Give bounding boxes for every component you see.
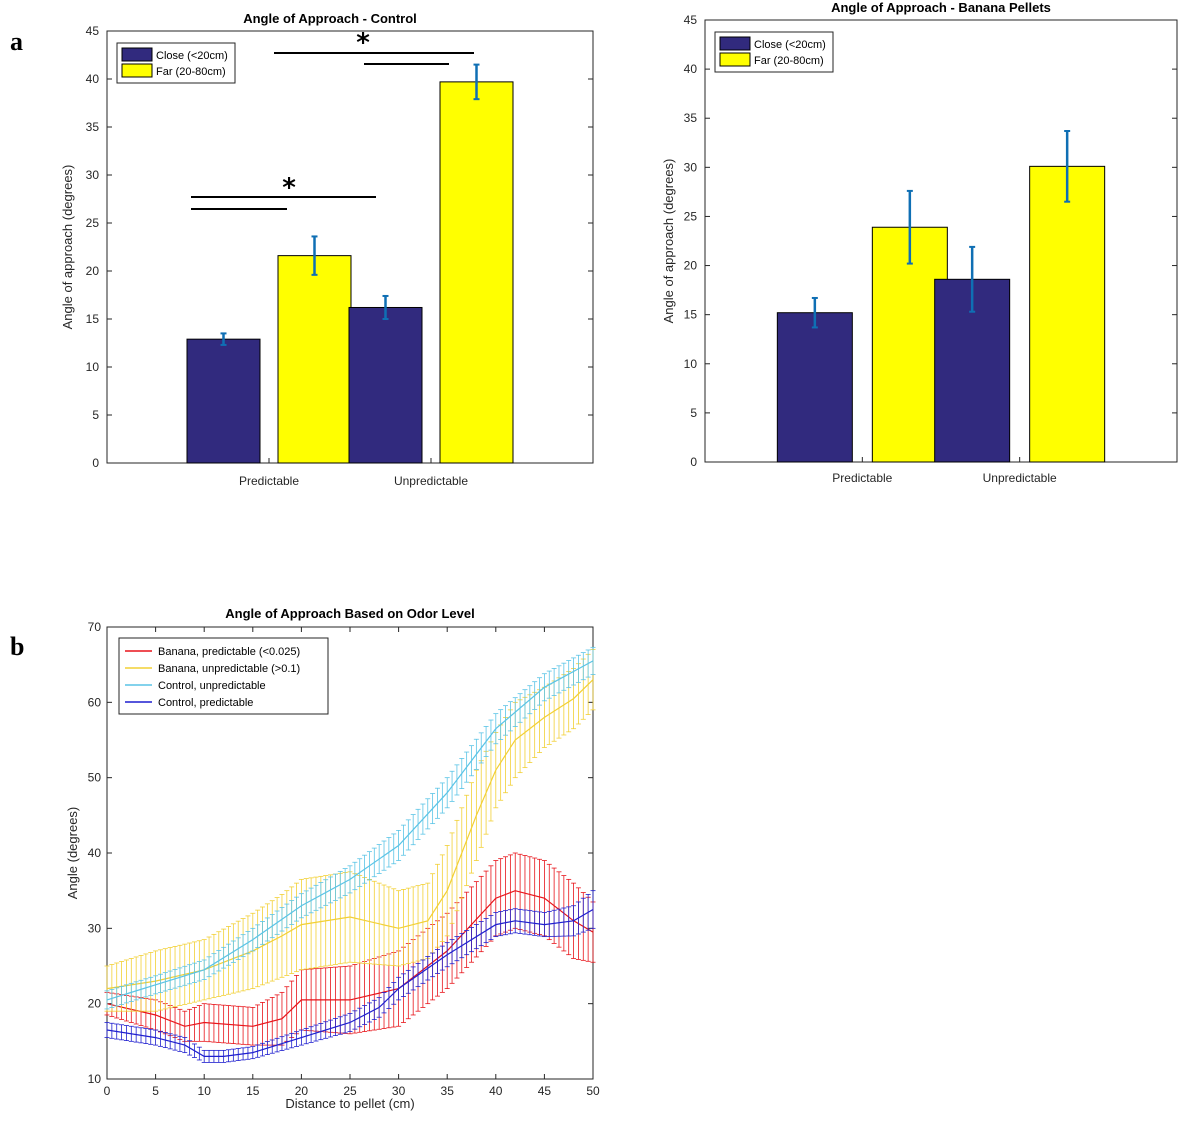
series-line	[106, 660, 594, 1001]
x-tick-label: Unpredictable	[394, 474, 468, 488]
y-tick-label: 35	[684, 111, 698, 125]
y-tick-label: 0	[690, 455, 697, 469]
x-tick-label: 20	[295, 1084, 309, 1098]
series-line	[106, 890, 594, 1027]
panel-label-b: b	[10, 632, 24, 661]
chart-odor-level: Angle of Approach Based on Odor Level 0 5 1…	[65, 606, 600, 1111]
legend-label: Banana, unpredictable (>0.1)	[158, 663, 300, 675]
y-tick-label: 5	[92, 408, 99, 422]
y-tick-label: 20	[88, 997, 102, 1011]
y-tick-label: 0	[92, 456, 99, 470]
x-axis-label: Distance to pellet (cm)	[285, 1096, 414, 1111]
significance-star: *	[282, 173, 296, 203]
y-tick-label: 20	[86, 264, 100, 278]
y-tick-label: 30	[684, 160, 698, 174]
legend-label: Control, unpredictable	[158, 680, 266, 692]
panel-label-a: a	[10, 27, 23, 56]
legend-box	[118, 637, 329, 715]
x-tick-label: 40	[489, 1084, 503, 1098]
y-axis-label: Angle (degrees)	[65, 807, 80, 900]
x-tick-label: Unpredictable	[983, 471, 1057, 485]
chart-title: Angle of Approach - Control	[243, 11, 417, 26]
bar	[348, 306, 423, 464]
y-tick-label: 5	[690, 406, 697, 420]
x-tick-label: 35	[441, 1084, 455, 1098]
legend-label: Banana, predictable (<0.025)	[158, 646, 300, 658]
bar	[776, 312, 853, 463]
legend-label: Far (20-80cm)	[754, 55, 824, 67]
x-tick-label: 5	[152, 1084, 159, 1098]
legend-swatch	[121, 47, 153, 62]
bar	[439, 81, 514, 464]
x-tick-label: 50	[586, 1084, 600, 1098]
series-group	[104, 890, 596, 1063]
y-tick-label: 30	[86, 168, 100, 182]
significance-annotations: **	[191, 28, 474, 210]
x-tick-label: 15	[246, 1084, 260, 1098]
series-line	[106, 908, 594, 1058]
x-tick-label: Predictable	[239, 474, 299, 488]
bar	[277, 255, 352, 464]
y-tick-label: 35	[86, 120, 100, 134]
y-axis-label: Angle of approach (degrees)	[661, 159, 676, 324]
x-tick-label: 25	[343, 1084, 357, 1098]
y-tick-label: 40	[88, 846, 102, 860]
y-tick-label: 60	[88, 695, 102, 709]
y-tick-label: 40	[684, 62, 698, 76]
x-tick-label: 45	[538, 1084, 552, 1098]
x-tick-label: 30	[392, 1084, 406, 1098]
y-tick-label: 70	[88, 620, 102, 634]
legend-label: Control, predictable	[158, 697, 253, 709]
chart-banana-pellets: Angle of Approach - Banana Pellets 0 5 10 15…	[661, 0, 1178, 485]
x-tick-label: Predictable	[832, 471, 892, 485]
y-tick-label: 50	[88, 771, 102, 785]
y-tick-label: 15	[86, 312, 100, 326]
y-axis-label: Angle of approach (degrees)	[60, 165, 75, 330]
x-tick-label: 0	[104, 1084, 111, 1098]
x-tick-label: 10	[198, 1084, 212, 1098]
y-tick-label: 10	[86, 360, 100, 374]
significance-star: *	[356, 28, 370, 58]
y-tick-label: 30	[88, 921, 102, 935]
legend-swatch	[719, 36, 751, 51]
y-tick-label: 40	[86, 72, 100, 86]
legend-swatch	[121, 63, 153, 78]
chart-title: Angle of Approach - Banana Pellets	[831, 0, 1051, 15]
bar	[1029, 165, 1106, 463]
y-tick-label: 15	[684, 308, 698, 322]
y-tick-label: 10	[88, 1072, 102, 1086]
legend-label: Close (<20cm)	[156, 50, 228, 62]
legend-label: Close (<20cm)	[754, 39, 826, 51]
bar	[186, 338, 261, 464]
chart-title: Angle of Approach Based on Odor Level	[225, 606, 474, 621]
y-tick-label: 20	[684, 259, 698, 273]
series-group	[104, 646, 596, 1010]
legend-label: Far (20-80cm)	[156, 66, 226, 78]
y-tick-label: 25	[86, 216, 100, 230]
y-tick-label: 10	[684, 357, 698, 371]
legend-swatch	[719, 52, 751, 67]
chart-control: Angle of Approach - Control 0 5 10 15 20 25 30 3…	[60, 11, 594, 488]
y-tick-label: 45	[684, 13, 698, 27]
y-tick-label: 25	[684, 209, 698, 223]
y-tick-label: 45	[86, 24, 100, 38]
